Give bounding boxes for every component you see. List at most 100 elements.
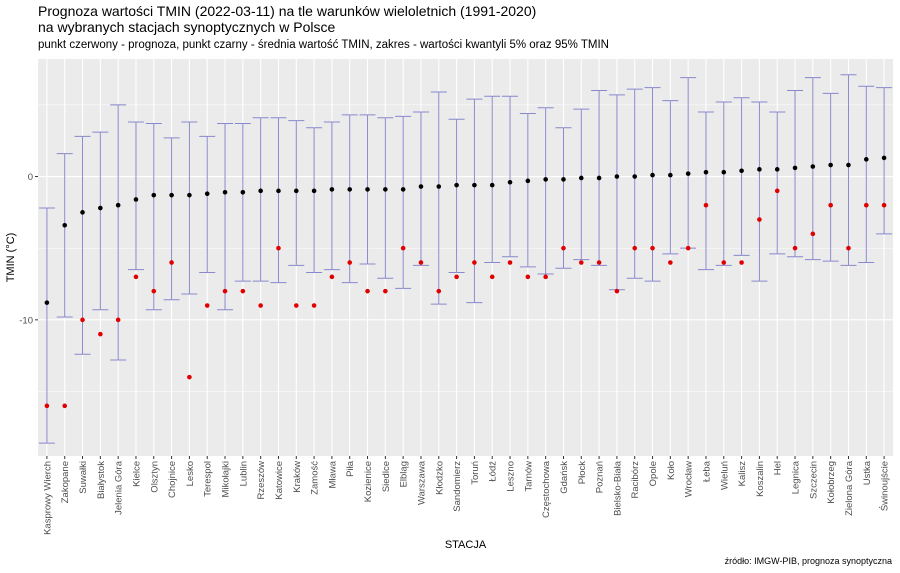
forecast-point	[454, 274, 459, 280]
forecast-point	[881, 202, 887, 208]
range-bar	[323, 121, 340, 271]
mean-point	[614, 174, 620, 179]
range-bar	[822, 92, 839, 262]
x-tick-label: Świnoujście	[879, 461, 891, 511]
x-tick-label: Częstochowa	[541, 460, 552, 518]
forecast-point	[863, 202, 869, 208]
forecast-point	[133, 274, 139, 280]
mean-point	[436, 184, 442, 189]
forecast-point	[240, 288, 246, 294]
range-bar	[430, 91, 447, 305]
mean-point	[828, 162, 833, 168]
x-tick-label: Białystok	[96, 461, 107, 499]
x-tick-label: Terespol	[203, 461, 214, 497]
x-tick-label: Siedlce	[381, 461, 392, 492]
range-bar	[733, 97, 750, 256]
mean-point	[276, 188, 281, 194]
range-bar	[537, 107, 554, 275]
mean-point	[329, 187, 335, 192]
forecast-point	[685, 245, 691, 251]
mean-point	[561, 177, 566, 182]
x-tick-label: Kołobrzeg	[826, 461, 837, 504]
mean-points	[44, 155, 887, 305]
range-bar	[858, 85, 875, 264]
forecast-point	[846, 245, 851, 251]
mean-point	[62, 222, 68, 228]
forecast-point	[62, 403, 68, 409]
mean-point	[383, 187, 388, 192]
range-bar	[466, 98, 483, 304]
x-tick-label: Mława	[327, 460, 338, 488]
x-tick-label: Olsztyn	[149, 461, 160, 493]
range-bar	[395, 115, 412, 289]
mean-point	[240, 189, 246, 195]
chart-title-line2: na wybranych stacjach synoptycznych w Po…	[38, 19, 336, 35]
x-axis-ticks: Kasprowy Wierch Zakopane Suwałki Białystok J…	[42, 456, 891, 535]
forecast-point	[703, 202, 709, 208]
range-bar	[110, 104, 127, 361]
forecast-point	[810, 231, 816, 237]
forecast-point	[204, 303, 210, 308]
range-bar	[573, 108, 590, 261]
x-tick-label: Warszawa	[416, 460, 427, 505]
x-tick-label: Bielsko-Biała	[612, 460, 623, 516]
mean-point	[846, 162, 851, 168]
forecast-point	[80, 317, 85, 323]
mean-point	[507, 179, 513, 185]
mean-point	[650, 172, 655, 178]
mean-point	[757, 167, 762, 172]
range-bar	[519, 112, 536, 268]
range-bar	[502, 95, 519, 258]
forecast-point	[650, 245, 655, 251]
x-tick-label: Szczecin	[808, 461, 819, 499]
x-tick-label: Rzeszów	[256, 461, 267, 500]
x-tick-label: Tarnów	[523, 461, 534, 492]
mean-point	[151, 192, 157, 198]
forecast-point	[436, 288, 442, 294]
mean-point	[44, 300, 50, 305]
forecast-point	[489, 274, 495, 280]
range-bar	[840, 74, 857, 266]
mean-point	[632, 174, 638, 179]
mean-point	[169, 192, 174, 198]
mean-point	[311, 188, 317, 194]
forecast-point	[578, 260, 584, 265]
x-tick-label: Leszno	[506, 461, 517, 492]
range-bar	[181, 121, 198, 295]
forecast-point	[347, 260, 353, 265]
mean-point	[258, 188, 263, 194]
x-tick-label: Toruń	[470, 461, 481, 485]
x-tick-label: Katowice	[274, 461, 285, 500]
mean-point	[881, 155, 887, 161]
range-bar	[270, 117, 287, 284]
range-bar	[555, 127, 572, 269]
mean-point	[703, 169, 709, 175]
x-tick-label: Chojnice	[167, 461, 178, 498]
range-bar	[217, 122, 234, 311]
x-axis-title: STACJA	[445, 539, 487, 551]
forecast-point	[365, 288, 370, 294]
forecast-point	[614, 288, 620, 294]
forecast-point	[115, 317, 121, 323]
range-bar	[341, 114, 358, 284]
mean-point	[578, 175, 584, 181]
x-tick-label: Elbląg	[399, 461, 410, 487]
y-axis-ticks: -10 0	[19, 172, 38, 326]
mean-point	[543, 177, 548, 182]
x-tick-label: Kielce	[131, 461, 142, 487]
forecast-point	[418, 260, 424, 265]
y-tick-label: -10	[19, 315, 33, 326]
chart-title: Prognoza wartości TMIN (2022-03-11) na t…	[38, 3, 536, 35]
x-tick-label: Wieluń	[719, 461, 730, 490]
x-tick-label: Legnica	[791, 460, 802, 494]
forecast-point	[757, 217, 762, 222]
x-tick-label: Koszalin	[755, 461, 766, 497]
x-tick-label: Hel	[773, 461, 784, 475]
range-bar	[199, 135, 216, 274]
forecast-point	[329, 274, 335, 280]
mean-point	[792, 165, 798, 171]
mean-point	[222, 189, 228, 195]
forecast-point	[561, 245, 566, 251]
forecast-point	[543, 274, 548, 280]
